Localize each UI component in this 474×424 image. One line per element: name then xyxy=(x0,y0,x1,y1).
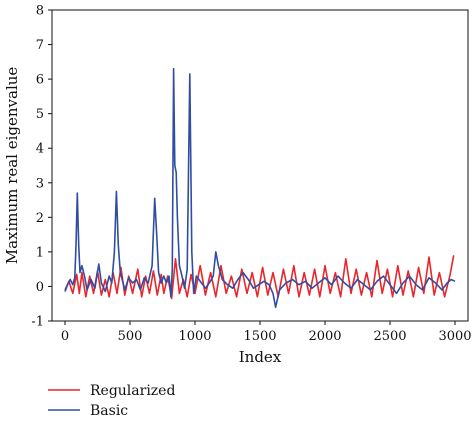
y-tick-label: 3 xyxy=(36,176,44,191)
y-tick-label: 2 xyxy=(36,211,44,226)
legend-label-regularized: Regularized xyxy=(90,383,175,399)
x-tick-label: 0 xyxy=(61,329,69,344)
y-tick-label: 1 xyxy=(36,245,44,260)
y-tick-label: 6 xyxy=(36,73,44,88)
tick-layer: 0 500 1000 1500 2000 2500 3000 -1 0 1 2 3 4 5 6 7 8 xyxy=(31,4,471,345)
x-tick-label: 3000 xyxy=(438,329,471,344)
x-tick-label: 500 xyxy=(118,329,143,344)
x-tick-label: 1000 xyxy=(178,329,211,344)
series-layer xyxy=(64,67,456,309)
y-axis-label: Maximum real eigenvalue xyxy=(3,67,21,265)
x-tick-label: 2500 xyxy=(373,329,406,344)
y-tick-label: 0 xyxy=(36,280,44,295)
legend: Regularized Basic xyxy=(48,383,175,419)
series-line-basic xyxy=(64,67,456,309)
legend-label-basic: Basic xyxy=(90,403,128,419)
y-tick-label: 8 xyxy=(36,4,44,19)
plot-frame xyxy=(51,9,469,322)
y-tick-label: 5 xyxy=(36,107,44,122)
x-tick-label: 1500 xyxy=(243,329,276,344)
y-tick-label: 7 xyxy=(36,38,44,53)
x-axis-label: Index xyxy=(239,348,282,366)
y-tick-label: 4 xyxy=(36,142,44,157)
x-tick-label: 2000 xyxy=(308,329,341,344)
y-tick-label: -1 xyxy=(31,315,44,330)
series-line-regularized xyxy=(64,255,455,300)
